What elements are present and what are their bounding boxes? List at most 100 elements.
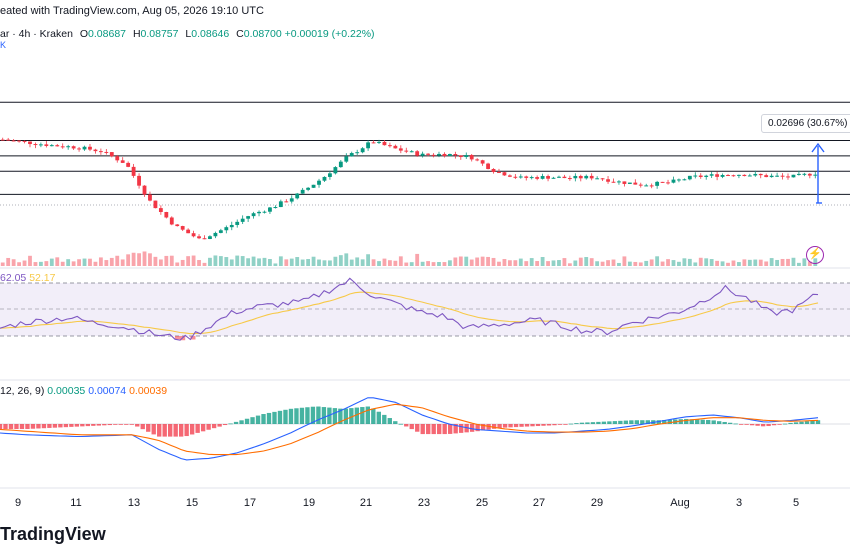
candle-body[interactable] [137, 175, 141, 186]
candle-body[interactable] [109, 152, 114, 157]
candle-body[interactable] [388, 145, 392, 147]
candle-body[interactable] [655, 181, 660, 186]
candle-body[interactable] [622, 181, 627, 184]
candle-body[interactable] [311, 184, 316, 188]
candle-body[interactable] [595, 178, 600, 180]
candle-body[interactable] [791, 174, 796, 178]
candle-body[interactable] [360, 148, 365, 153]
candle-body[interactable] [218, 230, 223, 233]
candle-body[interactable] [344, 156, 349, 162]
candle-body[interactable] [240, 218, 245, 222]
candle-body[interactable] [295, 193, 300, 199]
candle-body[interactable] [660, 181, 665, 183]
candle-body[interactable] [191, 233, 196, 237]
candle-body[interactable] [764, 175, 769, 178]
candle-body[interactable] [458, 155, 463, 158]
candle-body[interactable] [715, 174, 720, 177]
candle-body[interactable] [649, 185, 654, 187]
candle-body[interactable] [704, 175, 709, 177]
candle-body[interactable] [415, 151, 420, 156]
candle-body[interactable] [44, 144, 49, 146]
candle-body[interactable] [382, 141, 387, 146]
candle-body[interactable] [224, 227, 229, 231]
candle-body[interactable] [780, 175, 785, 177]
candle-body[interactable] [398, 148, 403, 151]
candle-body[interactable] [584, 175, 589, 179]
lightning-icon[interactable]: ⚡ [806, 246, 824, 264]
candle-body[interactable] [709, 174, 714, 176]
candle-body[interactable] [0, 139, 5, 141]
candle-body[interactable] [578, 175, 583, 179]
candle-body[interactable] [142, 185, 147, 195]
candle-body[interactable] [513, 176, 518, 178]
candle-body[interactable] [524, 176, 529, 178]
candle-body[interactable] [529, 177, 534, 179]
candle-body[interactable] [589, 175, 594, 179]
candle-body[interactable] [349, 153, 354, 157]
candle-body[interactable] [747, 175, 752, 177]
candle-body[interactable] [437, 153, 441, 156]
candle-body[interactable] [693, 175, 698, 177]
candle-body[interactable] [202, 238, 207, 240]
candle-body[interactable] [180, 226, 185, 230]
candle-body[interactable] [164, 212, 169, 218]
candle-body[interactable] [802, 173, 807, 175]
candle-body[interactable] [289, 198, 294, 202]
candles[interactable] [0, 137, 818, 240]
candle-body[interactable] [273, 207, 278, 209]
candle-body[interactable] [475, 159, 480, 161]
candle-body[interactable] [420, 153, 425, 156]
candle-body[interactable] [573, 175, 578, 179]
candle-body[interactable] [617, 181, 621, 183]
candle-body[interactable] [682, 179, 687, 181]
candle-body[interactable] [284, 201, 289, 203]
candle-body[interactable] [666, 182, 670, 184]
symbol-label[interactable]: ar · 4h · Kraken [0, 28, 73, 40]
candle-body[interactable] [769, 175, 774, 178]
candle-body[interactable] [540, 176, 545, 179]
candle-body[interactable] [551, 177, 556, 179]
candle-body[interactable] [98, 151, 103, 153]
candle-body[interactable] [66, 146, 71, 148]
candle-body[interactable] [22, 140, 27, 142]
candle-body[interactable] [28, 141, 32, 145]
candle-body[interactable] [442, 153, 447, 156]
candle-body[interactable] [562, 176, 567, 179]
candle-body[interactable] [377, 141, 381, 143]
candle-body[interactable] [447, 154, 452, 156]
candle-body[interactable] [88, 146, 92, 150]
candle-body[interactable] [229, 224, 234, 228]
measure-tool[interactable] [811, 142, 825, 204]
candle-body[interactable] [93, 149, 98, 152]
candle-body[interactable] [49, 145, 54, 147]
candle-body[interactable] [404, 150, 409, 152]
candle-body[interactable] [82, 146, 87, 150]
candle-body[interactable] [322, 176, 327, 181]
candle-body[interactable] [33, 144, 38, 146]
candle-body[interactable] [535, 177, 540, 179]
candle-body[interactable] [758, 173, 763, 176]
candle-body[interactable] [278, 201, 283, 208]
candle-body[interactable] [126, 162, 131, 167]
candle-body[interactable] [671, 179, 676, 183]
candle-body[interactable] [169, 217, 174, 225]
candle-body[interactable] [753, 173, 758, 176]
candle-body[interactable] [338, 161, 343, 168]
candle-body[interactable] [606, 179, 610, 182]
candle-body[interactable] [328, 173, 332, 177]
candle-body[interactable] [38, 144, 43, 146]
candle-body[interactable] [431, 154, 436, 156]
candle-body[interactable] [600, 178, 605, 180]
candle-body[interactable] [300, 189, 305, 194]
candle-body[interactable] [464, 155, 469, 158]
candle-body[interactable] [502, 172, 507, 176]
candle-body[interactable] [268, 207, 272, 212]
candle-body[interactable] [120, 160, 125, 163]
candle-body[interactable] [393, 145, 398, 149]
candle-body[interactable] [518, 176, 523, 178]
candle-body[interactable] [17, 140, 21, 142]
candle-body[interactable] [567, 178, 572, 180]
candle-body[interactable] [633, 182, 638, 185]
candle-body[interactable] [507, 175, 512, 177]
